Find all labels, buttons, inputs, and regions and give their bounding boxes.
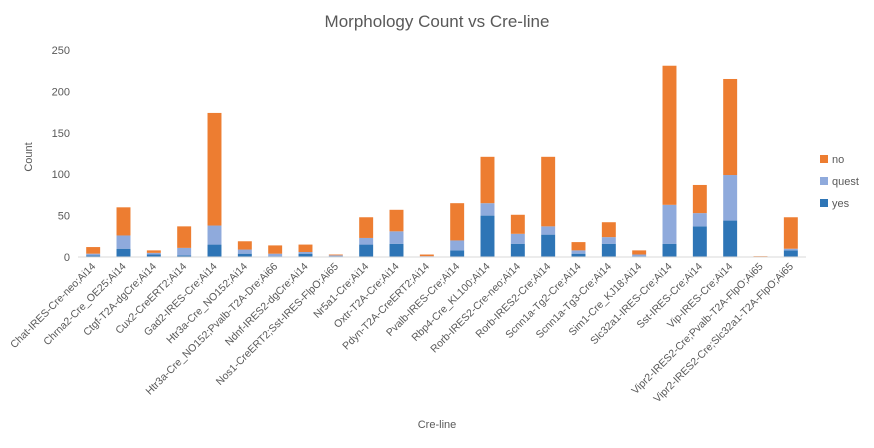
bar-segment-quest	[268, 253, 283, 257]
bar-segment-no	[116, 207, 131, 236]
bar-segment-yes	[450, 250, 465, 257]
bar-segment-quest	[662, 204, 677, 244]
bar-segment-quest	[328, 255, 343, 257]
bar-segment-quest	[116, 235, 131, 249]
bars-group	[86, 65, 798, 257]
bar-segment-yes	[298, 253, 313, 257]
bar-segment-no	[419, 254, 434, 257]
bar-segment-yes	[389, 243, 404, 257]
bar-segment-quest	[783, 248, 798, 251]
bar-segment-quest	[177, 247, 192, 256]
legend-swatch-no	[820, 155, 828, 163]
legend-label-quest: quest	[832, 176, 859, 188]
bar-segment-no	[298, 244, 313, 253]
bar-segment-quest	[359, 237, 374, 245]
y-axis-ticks: 0 50 100 150 200 250	[52, 45, 70, 264]
bar-segment-no	[389, 209, 404, 232]
bar-segment-no	[783, 217, 798, 249]
bar-segment-yes	[237, 253, 252, 257]
bar-segment-no	[450, 203, 465, 241]
bar-segment-yes	[116, 248, 131, 257]
y-tick-label: 100	[52, 169, 70, 181]
bar-segment-quest	[723, 175, 738, 221]
bar-segment-no	[359, 217, 374, 238]
bar-segment-quest	[632, 254, 647, 257]
bar-segment-no	[632, 250, 647, 255]
bar-segment-no	[86, 247, 101, 254]
bar-segment-yes	[177, 255, 192, 257]
bar-segment-no	[723, 78, 738, 176]
bar-segment-quest	[601, 237, 616, 244]
chart-title: Morphology Count vs Cre-line	[325, 12, 550, 31]
legend-label-no: no	[832, 154, 844, 166]
legend-swatch-yes	[820, 199, 828, 207]
bar-segment-quest	[86, 253, 101, 256]
bar-segment-quest	[480, 203, 495, 216]
bar-segment-yes	[692, 226, 707, 257]
bar-segment-quest	[510, 233, 525, 244]
bar-segment-yes	[541, 234, 556, 257]
bar-segment-quest	[541, 226, 556, 235]
bar-segment-no	[541, 156, 556, 227]
bar-segment-no	[662, 65, 677, 205]
bar-segment-quest	[389, 231, 404, 244]
bar-segment-quest	[298, 252, 313, 254]
x-axis-label: Cre-line	[418, 419, 457, 431]
bar-segment-quest	[237, 249, 252, 254]
y-tick-label: 0	[64, 252, 70, 264]
y-tick-label: 250	[52, 45, 70, 57]
y-tick-label: 50	[58, 211, 70, 223]
bar-segment-no	[146, 250, 161, 253]
bar-segment-quest	[571, 250, 586, 254]
bar-segment-no	[601, 222, 616, 238]
y-tick-label: 150	[52, 128, 70, 140]
bar-segment-yes	[207, 244, 222, 257]
bar-segment-no	[207, 112, 222, 226]
legend: no quest yes	[820, 154, 859, 210]
legend-swatch-quest	[820, 177, 828, 185]
bar-segment-yes	[723, 220, 738, 257]
bar-segment-yes	[571, 253, 586, 257]
bar-segment-no	[480, 156, 495, 204]
bar-segment-yes	[510, 243, 525, 257]
bar-segment-quest	[450, 240, 465, 251]
bar-segment-yes	[359, 244, 374, 257]
bar-segment-yes	[86, 255, 101, 257]
x-axis-ticks: Chat-IRES-Cre-neo;Ai14Chrna2-Cre_OE25;Ai…	[8, 261, 796, 406]
bar-segment-quest	[692, 213, 707, 227]
y-tick-label: 200	[52, 86, 70, 98]
bar-segment-yes	[783, 250, 798, 257]
bar-segment-no	[571, 242, 586, 251]
bar-segment-yes	[662, 243, 677, 257]
bar-segment-yes	[601, 243, 616, 257]
bar-segment-no	[328, 254, 343, 256]
bar-segment-yes	[146, 254, 161, 257]
bar-segment-no	[692, 184, 707, 214]
bar-segment-yes	[480, 215, 495, 257]
legend-label-yes: yes	[832, 198, 850, 210]
x-tick-label: Vipr2-IRES2-Cre;Slc32a1-T2A-FlpO;Ai65	[651, 261, 796, 406]
bar-segment-quest	[207, 225, 222, 245]
bar-segment-no	[177, 226, 192, 248]
bar-segment-no	[268, 245, 283, 254]
bar-segment-quest	[146, 252, 161, 255]
bar-segment-no	[237, 241, 252, 250]
y-axis-label: Count	[23, 142, 35, 171]
bar-segment-no	[510, 214, 525, 234]
